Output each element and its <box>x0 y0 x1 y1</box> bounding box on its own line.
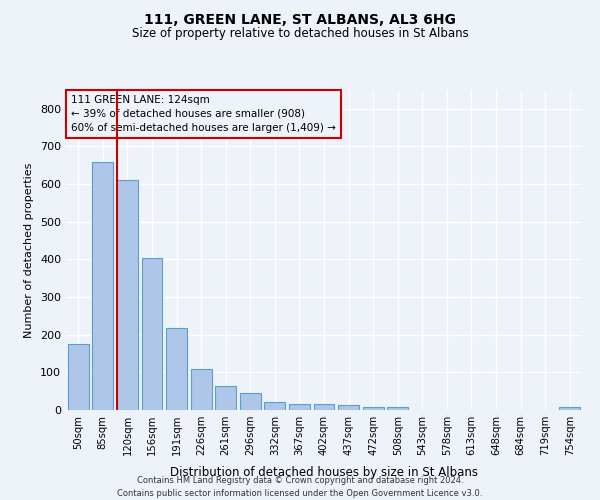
Bar <box>338 406 359 410</box>
X-axis label: Distribution of detached houses by size in St Albans: Distribution of detached houses by size … <box>170 466 478 479</box>
Bar <box>215 386 236 410</box>
Text: 111 GREEN LANE: 124sqm
← 39% of detached houses are smaller (908)
60% of semi-de: 111 GREEN LANE: 124sqm ← 39% of detached… <box>71 95 336 133</box>
Y-axis label: Number of detached properties: Number of detached properties <box>25 162 34 338</box>
Bar <box>191 368 212 410</box>
Bar <box>166 328 187 410</box>
Bar <box>117 180 138 410</box>
Bar <box>362 407 383 410</box>
Bar <box>92 162 113 410</box>
Bar <box>265 402 286 410</box>
Bar <box>240 392 261 410</box>
Bar <box>68 344 89 410</box>
Bar <box>314 404 334 410</box>
Text: 111, GREEN LANE, ST ALBANS, AL3 6HG: 111, GREEN LANE, ST ALBANS, AL3 6HG <box>144 12 456 26</box>
Bar <box>142 258 163 410</box>
Bar <box>559 407 580 410</box>
Bar <box>387 408 408 410</box>
Bar <box>289 404 310 410</box>
Text: Size of property relative to detached houses in St Albans: Size of property relative to detached ho… <box>131 28 469 40</box>
Text: Contains HM Land Registry data © Crown copyright and database right 2024.
Contai: Contains HM Land Registry data © Crown c… <box>118 476 482 498</box>
